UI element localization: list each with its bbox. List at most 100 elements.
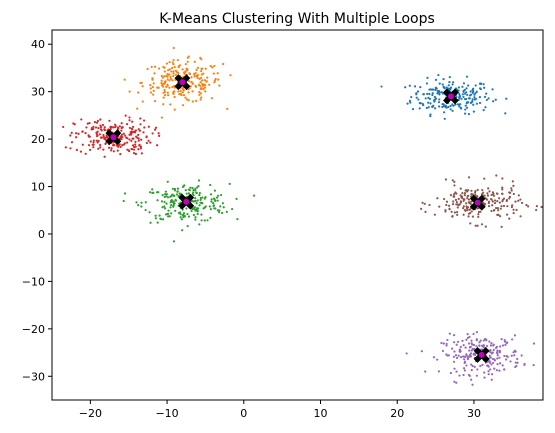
data-point	[167, 215, 170, 218]
data-point	[181, 229, 184, 232]
data-point	[453, 350, 456, 353]
data-point	[453, 341, 456, 344]
data-point	[475, 331, 479, 334]
data-point	[442, 103, 445, 106]
data-point	[202, 88, 205, 91]
data-point	[456, 213, 459, 216]
data-point	[511, 180, 514, 183]
data-point	[252, 194, 256, 197]
data-point	[191, 186, 194, 190]
data-point	[486, 364, 489, 367]
data-point	[146, 67, 149, 71]
data-point	[165, 202, 168, 205]
data-point	[472, 110, 475, 113]
data-point	[456, 203, 459, 206]
data-point	[437, 90, 441, 93]
data-point	[110, 149, 113, 152]
data-point	[471, 343, 474, 346]
data-point	[463, 98, 467, 101]
data-point	[478, 96, 481, 99]
data-point	[140, 201, 143, 204]
data-point	[415, 92, 418, 95]
data-point	[515, 364, 518, 368]
data-point	[159, 217, 162, 220]
data-point	[492, 343, 495, 346]
data-point	[213, 64, 216, 68]
data-point	[501, 188, 504, 191]
data-point	[192, 191, 195, 194]
data-point	[420, 207, 423, 210]
data-point	[205, 80, 208, 83]
data-point	[194, 197, 197, 200]
data-point	[197, 185, 200, 188]
data-point	[508, 217, 511, 220]
data-point	[474, 193, 477, 197]
data-point	[461, 192, 464, 195]
data-point	[125, 123, 129, 126]
data-point	[194, 209, 197, 212]
data-point	[96, 119, 99, 123]
data-point	[454, 198, 458, 201]
data-point	[209, 208, 212, 211]
data-point	[468, 349, 471, 352]
chart-title: K-Means Clustering With Multiple Loops	[159, 11, 435, 27]
data-point	[516, 361, 519, 364]
data-point	[179, 89, 182, 92]
data-point	[181, 104, 185, 107]
data-point	[468, 208, 471, 211]
data-point	[479, 364, 482, 368]
data-point	[199, 198, 202, 201]
data-point	[431, 105, 434, 108]
data-point	[465, 338, 468, 341]
data-point	[128, 149, 131, 153]
data-point	[489, 356, 492, 359]
data-point	[463, 88, 466, 92]
data-point	[130, 148, 134, 151]
data-point	[185, 98, 189, 101]
plot-frame	[51, 29, 544, 401]
data-point	[120, 129, 123, 132]
data-point	[452, 81, 455, 84]
data-point	[514, 200, 517, 203]
data-point	[466, 206, 470, 209]
data-point	[478, 82, 482, 85]
data-point	[206, 219, 209, 222]
data-point	[488, 340, 491, 343]
data-point	[481, 363, 484, 366]
data-point	[137, 204, 140, 207]
data-point	[471, 383, 474, 386]
data-point	[459, 187, 462, 190]
data-point	[119, 145, 122, 148]
data-point	[198, 77, 201, 81]
data-point	[462, 95, 465, 99]
data-point	[445, 203, 448, 207]
data-point	[489, 344, 493, 347]
data-point	[486, 194, 490, 197]
data-point	[199, 98, 202, 101]
data-point	[196, 66, 199, 69]
data-point	[465, 106, 469, 109]
data-point	[441, 105, 444, 109]
data-point	[451, 179, 454, 182]
data-point	[448, 332, 451, 335]
data-point	[499, 207, 502, 210]
data-point	[462, 205, 465, 208]
data-point	[442, 85, 445, 88]
data-point	[451, 109, 454, 112]
data-point	[137, 128, 140, 131]
data-point	[171, 79, 174, 82]
data-point	[187, 99, 190, 102]
data-point	[493, 209, 496, 212]
data-point	[169, 206, 172, 209]
data-point	[132, 148, 136, 151]
centroid-layer	[105, 74, 490, 363]
data-point	[456, 340, 460, 343]
data-point	[454, 191, 457, 194]
data-point	[459, 356, 463, 359]
data-point	[438, 93, 441, 96]
data-point	[123, 142, 126, 145]
data-point	[156, 199, 159, 202]
data-point	[459, 345, 462, 349]
data-point	[173, 202, 176, 205]
data-point	[512, 212, 515, 215]
